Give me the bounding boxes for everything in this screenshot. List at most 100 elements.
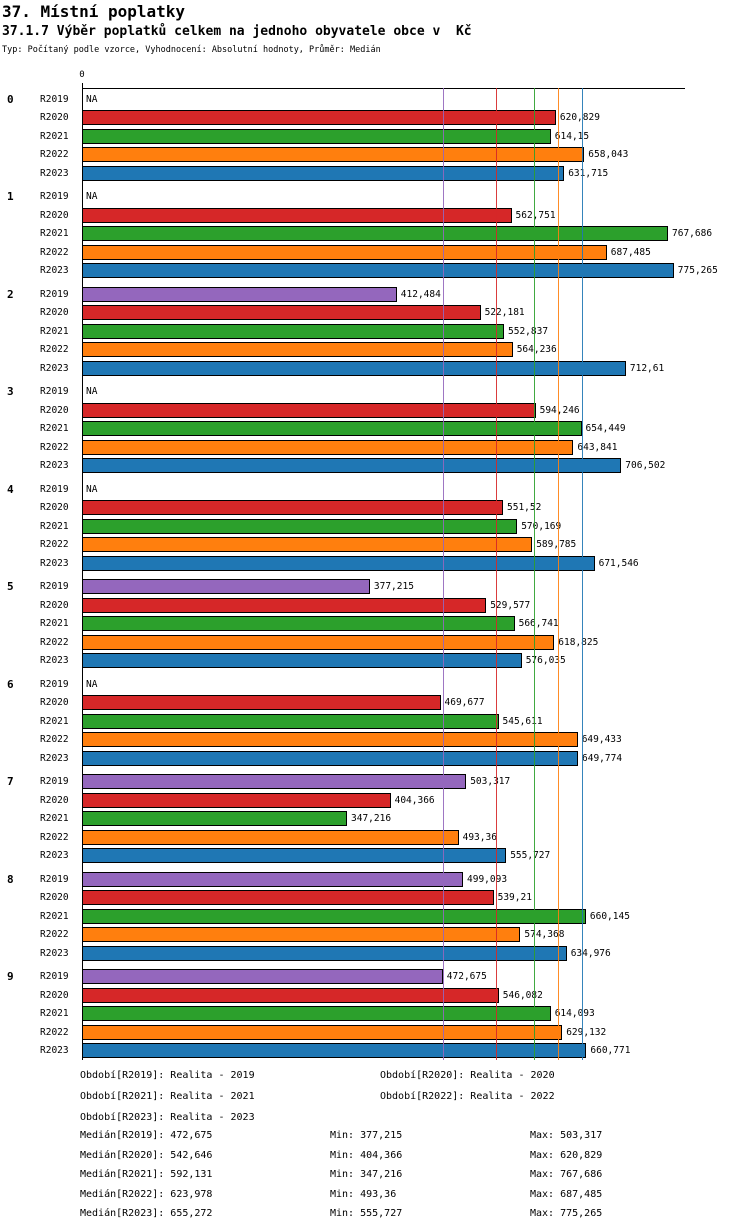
bar-track: 472,675 bbox=[82, 968, 750, 987]
bar-row: R2023 671,546 bbox=[0, 554, 750, 573]
bar-track: 545,611 bbox=[82, 712, 750, 731]
bar-track: 529,577 bbox=[82, 596, 750, 615]
bar-value-label: 620,829 bbox=[559, 112, 600, 124]
chart-statistics: Medián[R2019]: 472,675 Min: 377,215 Max: 5… bbox=[80, 1126, 720, 1224]
bar-track: NA bbox=[82, 675, 750, 694]
bar-value-label: 493,36 bbox=[462, 831, 497, 843]
bar-row: R2023 712,61 bbox=[0, 359, 750, 378]
bar-r2020 bbox=[82, 987, 499, 1003]
stat-min: Min: 377,215 bbox=[330, 1130, 403, 1141]
series-row-label: R2022 bbox=[40, 149, 69, 161]
series-row-label: R2023 bbox=[40, 1045, 69, 1057]
bar-row: R2020 594,246 bbox=[0, 401, 750, 420]
bar-row: 8 R2019 499,093 bbox=[0, 870, 750, 889]
bar-row: R2022 687,485 bbox=[0, 243, 750, 262]
series-row-label: R2023 bbox=[40, 460, 69, 472]
stat-min: Min: 347,216 bbox=[330, 1169, 403, 1180]
bar-track: 574,368 bbox=[82, 926, 750, 945]
bar-r2020 bbox=[82, 792, 391, 808]
bar-r2023 bbox=[82, 458, 622, 474]
bar-value-label: 566,741 bbox=[518, 618, 559, 630]
bar-row: 3 R2019 NA bbox=[0, 383, 750, 402]
series-row-label: R2022 bbox=[40, 929, 69, 941]
bar-value-label: 576,035 bbox=[525, 655, 566, 667]
series-row-label: R2021 bbox=[40, 715, 69, 727]
series-row-label: R2019 bbox=[40, 93, 69, 105]
bar-r2023 bbox=[82, 555, 595, 571]
bar-track: 562,751 bbox=[82, 206, 750, 225]
bar-na-label: NA bbox=[86, 483, 98, 495]
bar-value-label: 589,785 bbox=[536, 539, 577, 551]
group-label: 8 bbox=[7, 872, 14, 886]
bar-row: R2021 767,686 bbox=[0, 225, 750, 244]
bar-r2020 bbox=[82, 207, 512, 223]
bar-value-label: 660,145 bbox=[589, 910, 630, 922]
series-row-label: R2019 bbox=[40, 678, 69, 690]
bar-value-label: 660,771 bbox=[590, 1045, 631, 1057]
bar-value-label: 658,043 bbox=[588, 149, 629, 161]
legend-item: Období[R2019]: Realita - 2019 bbox=[80, 1070, 255, 1081]
series-row-label: R2021 bbox=[40, 1008, 69, 1020]
median-line-r2021 bbox=[534, 88, 535, 1060]
bar-r2019 bbox=[82, 579, 370, 595]
bar-row: 1 R2019 NA bbox=[0, 188, 750, 207]
bar-value-label: 404,366 bbox=[394, 794, 435, 806]
bar-track: 493,36 bbox=[82, 828, 750, 847]
bar-value-label: 551,52 bbox=[507, 502, 542, 514]
bar-track: 618,825 bbox=[82, 633, 750, 652]
series-row-label: R2020 bbox=[40, 307, 69, 319]
chart-legend: Období[R2019]: Realita - 2019 Období[R202… bbox=[80, 1065, 700, 1128]
bar-value-label: 594,246 bbox=[539, 404, 580, 416]
bar-track: 377,215 bbox=[82, 578, 750, 597]
chart-subtitle: 37.1.7 Výběr poplatků celkem na jednoho … bbox=[2, 24, 472, 39]
bar-track: 552,837 bbox=[82, 322, 750, 341]
bar-r2019 bbox=[82, 774, 467, 790]
statistics-row: Medián[R2021]: 592,131 Min: 347,216 Max: 7… bbox=[80, 1165, 720, 1185]
bar-track: 654,449 bbox=[82, 420, 750, 439]
bar-value-label: 555,727 bbox=[510, 850, 551, 862]
bar-track: 570,169 bbox=[82, 517, 750, 536]
bar-r2023 bbox=[82, 263, 674, 279]
bar-row: R2023 706,502 bbox=[0, 457, 750, 476]
bar-track: 660,145 bbox=[82, 907, 750, 926]
bar-value-label: 634,976 bbox=[570, 947, 611, 959]
bar-value-label: 539,21 bbox=[497, 892, 532, 904]
bar-r2023 bbox=[82, 945, 567, 961]
series-row-label: R2021 bbox=[40, 423, 69, 435]
statistics-row: Medián[R2019]: 472,675 Min: 377,215 Max: 5… bbox=[80, 1126, 720, 1146]
bar-group-0: 0 R2019 NA R2020 620,829 R2021 614,15 R2022 658,… bbox=[0, 90, 750, 183]
statistics-row: Medián[R2020]: 542,646 Min: 404,366 Max: 6… bbox=[80, 1146, 720, 1166]
stat-median: Medián[R2020]: 542,646 bbox=[80, 1149, 213, 1161]
bar-row: R2022 618,825 bbox=[0, 633, 750, 652]
series-row-label: R2019 bbox=[40, 191, 69, 203]
bar-row: R2022 649,433 bbox=[0, 731, 750, 750]
series-row-label: R2022 bbox=[40, 734, 69, 746]
bar-value-label: 574,368 bbox=[524, 929, 565, 941]
legend-item bbox=[380, 1107, 700, 1128]
bar-r2020 bbox=[82, 597, 487, 613]
bar-row: R2021 566,741 bbox=[0, 615, 750, 634]
x-axis-zero-label: 0 bbox=[79, 70, 85, 80]
bar-group-9: 9 R2019 472,675 R2020 546,082 R2021 614,093 R20… bbox=[0, 968, 750, 1061]
bar-na-label: NA bbox=[86, 386, 98, 398]
series-row-label: R2023 bbox=[40, 557, 69, 569]
series-row-label: R2022 bbox=[40, 1026, 69, 1038]
bar-value-label: 562,751 bbox=[515, 209, 556, 221]
series-row-label: R2022 bbox=[40, 539, 69, 551]
bar-r2020 bbox=[82, 402, 536, 418]
series-row-label: R2023 bbox=[40, 362, 69, 374]
bar-r2021 bbox=[82, 908, 586, 924]
bar-row: R2020 546,082 bbox=[0, 986, 750, 1005]
legend-item: Období[R2021]: Realita - 2021 bbox=[80, 1091, 255, 1102]
bar-r2021 bbox=[82, 421, 582, 437]
bar-value-label: 687,485 bbox=[610, 246, 651, 258]
stat-min: Min: 555,727 bbox=[330, 1208, 403, 1219]
median-line-r2023 bbox=[582, 88, 584, 1060]
bar-value-label: 614,15 bbox=[554, 130, 590, 142]
median-line-r2020 bbox=[496, 88, 498, 1060]
bar-track: 620,829 bbox=[82, 109, 750, 128]
bar-track: 564,236 bbox=[82, 341, 750, 360]
bar-track: 614,15 bbox=[82, 127, 750, 146]
bar-row: R2022 564,236 bbox=[0, 341, 750, 360]
bar-track: 706,502 bbox=[82, 457, 750, 476]
